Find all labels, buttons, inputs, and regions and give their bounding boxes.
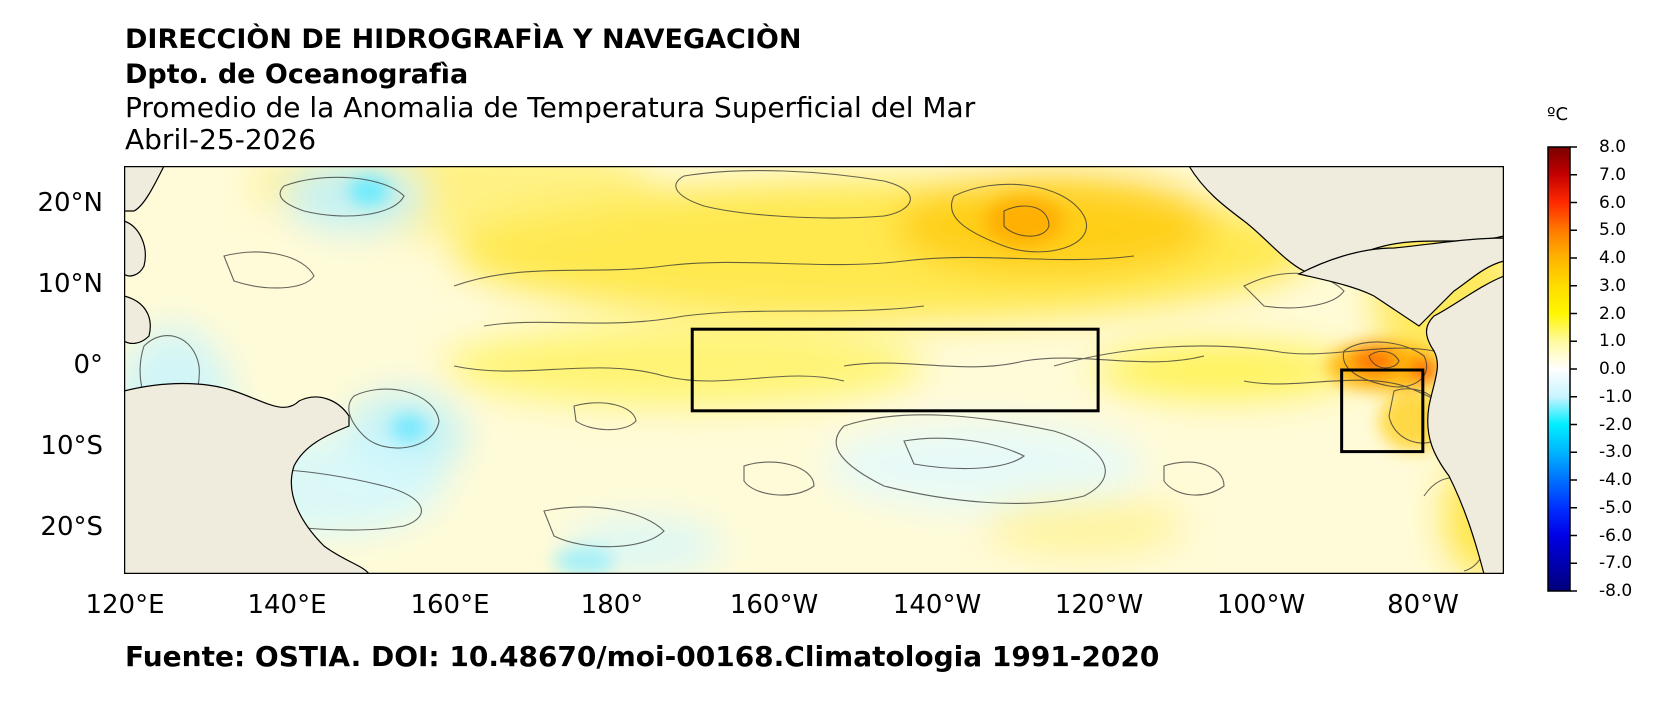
lat-label-10n: 10°N: [37, 269, 103, 299]
colorbar-tick-label: -6.0: [1599, 525, 1633, 546]
lon-label-140w: 140°W: [892, 590, 982, 620]
lat-label-10s: 10°S: [40, 431, 103, 461]
colorbar-tick-label: -1.0: [1599, 386, 1633, 407]
nino34-region-box: [690, 327, 1100, 413]
sst-anomaly-map: [124, 166, 1504, 574]
contour-lines: [139, 170, 1489, 572]
colorbar-tick-label: 6.0: [1599, 192, 1627, 213]
lat-label-eq: 0°: [73, 350, 103, 380]
colorbar-tick-label: 2.0: [1599, 303, 1627, 324]
lon-label-140e: 140°E: [247, 590, 327, 620]
colorbar-tick-label: 0.0: [1599, 359, 1627, 379]
nino12-region-box: [1340, 368, 1425, 454]
land-south-america: [1425, 275, 1504, 574]
lon-label-160e: 160°E: [410, 590, 490, 620]
lon-label-120w: 120°W: [1054, 590, 1144, 620]
source-footer: Fuente: OSTIA. DOI: 10.48670/moi-00168.C…: [125, 640, 1160, 673]
lat-label-20n: 20°N: [37, 188, 103, 218]
colorbar-tick-label: 1.0: [1599, 331, 1627, 352]
colorbar-tick-label: -8.0: [1599, 581, 1633, 601]
lon-label-80w: 80°W: [1387, 590, 1459, 620]
colorbar-tick-label: 5.0: [1599, 220, 1627, 241]
colorbar-tick-label: -5.0: [1599, 497, 1633, 518]
department-title: Dpto. de Oceanografìa: [125, 59, 469, 90]
colorbar-tick-label: -7.0: [1599, 553, 1633, 574]
colorbar-tick-label: -4.0: [1599, 470, 1633, 490]
land-asia: [124, 166, 165, 212]
colorbar-tick-label: -3.0: [1599, 442, 1633, 463]
land-masses: [124, 166, 1504, 574]
institution-title: DIRECCIÒN DE HIDROGRAFÌA Y NAVEGACIÒN: [125, 24, 802, 55]
colorbar-tick-label: 3.0: [1599, 275, 1627, 296]
lon-label-100w: 100°W: [1216, 590, 1306, 620]
date-label: Abril-25-2026: [125, 123, 317, 156]
land-indonesia: [124, 295, 151, 344]
lon-label-180: 180°: [580, 590, 644, 620]
lat-label-20s: 20°S: [40, 512, 103, 542]
colorbar-tick-label: 7.0: [1599, 164, 1627, 185]
product-title: Promedio de la Anomalia de Temperatura S…: [125, 91, 976, 124]
colorbar-tick-label: 4.0: [1599, 248, 1627, 268]
lon-label-120e: 120°E: [85, 590, 165, 620]
colorbar-gradient: [1547, 146, 1571, 592]
colorbar-unit: ºC: [1547, 104, 1569, 125]
colorbar-tick-label: 8.0: [1599, 137, 1627, 157]
colorbar-tick-label: -2.0: [1599, 414, 1633, 435]
lon-label-160w: 160°W: [729, 590, 819, 620]
land-philippines: [124, 220, 146, 277]
colorbar: [1547, 146, 1577, 592]
land-australia-png: [124, 382, 370, 574]
land-central-america: [1297, 237, 1504, 327]
